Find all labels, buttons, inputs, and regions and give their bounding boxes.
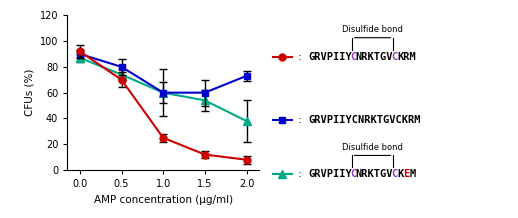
Text: M: M	[409, 169, 416, 179]
Text: :: :	[298, 169, 301, 179]
Text: NRKTGV: NRKTGV	[356, 169, 393, 179]
Text: C: C	[392, 52, 398, 62]
Text: :: :	[298, 52, 301, 62]
Text: GRVPIIYCNRKTGVCKRM: GRVPIIYCNRKTGVCKRM	[308, 115, 421, 125]
Text: GRVPIIY: GRVPIIY	[308, 52, 352, 62]
Text: GRVPIIY: GRVPIIY	[308, 169, 352, 179]
Text: Disulfide bond: Disulfide bond	[342, 143, 403, 152]
Text: NRKTGV: NRKTGV	[356, 52, 393, 62]
Text: :: :	[298, 115, 301, 125]
Text: Disulfide bond: Disulfide bond	[342, 25, 403, 34]
X-axis label: AMP concentration (μg/ml): AMP concentration (μg/ml)	[94, 195, 233, 205]
Text: C: C	[350, 169, 356, 179]
Text: C: C	[392, 169, 398, 179]
Text: E: E	[404, 169, 410, 179]
Text: C: C	[350, 52, 356, 62]
Text: KRM: KRM	[398, 52, 416, 62]
Y-axis label: CFUs (%): CFUs (%)	[24, 69, 34, 116]
Text: K: K	[398, 169, 404, 179]
